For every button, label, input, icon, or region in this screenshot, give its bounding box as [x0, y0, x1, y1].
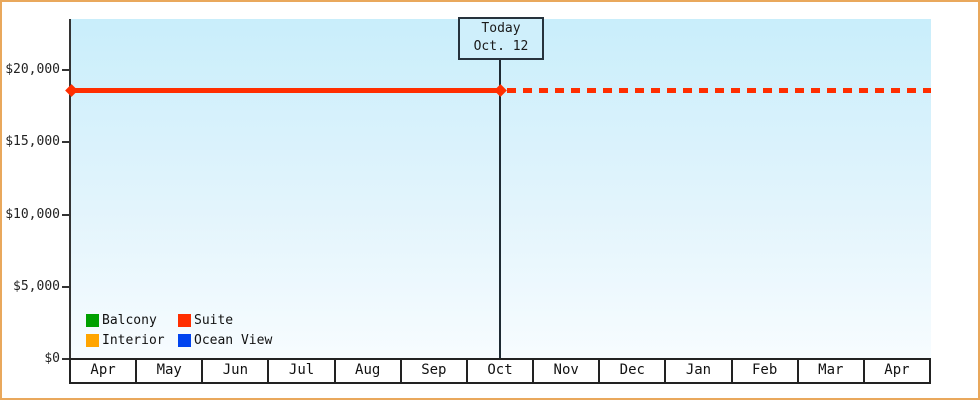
x-axis-month-aug: Aug	[333, 360, 400, 382]
legend-item-ocean-view: Ocean View	[178, 330, 272, 350]
x-axis-month-dec: Dec	[598, 360, 664, 382]
today-annotation-box: Today Oct. 12	[458, 17, 544, 60]
y-axis-tick-label: $5,000	[13, 278, 60, 294]
x-axis-month-jan: Jan	[664, 360, 730, 382]
legend-label: Suite	[194, 312, 234, 328]
legend-swatch-balcony	[86, 313, 99, 327]
legend-swatch-interior	[86, 333, 99, 347]
y-axis-tick-mark	[62, 213, 70, 216]
today-date: Oct. 12	[473, 39, 529, 54]
legend-label: Interior	[102, 332, 165, 348]
legend-swatch-ocean-view	[178, 333, 191, 347]
x-axis-month-nov: Nov	[532, 360, 598, 382]
y-axis-tick-label: $0	[44, 351, 60, 366]
y-axis-tick-mark	[62, 285, 70, 288]
legend-label: Ocean View	[194, 332, 273, 348]
x-axis-month-sep: Sep	[399, 360, 466, 382]
y-axis-tick-mark	[62, 358, 70, 360]
x-axis-month-apr: Apr	[90, 362, 116, 378]
y-axis-tick-label: $20,000	[5, 62, 60, 77]
suite-projection-line	[507, 87, 931, 93]
plot-area	[71, 19, 931, 358]
y-axis-tick-mark	[62, 69, 70, 71]
x-axis-month-row: Apr May Jun Jul Aug Sep Oct Nov Dec Jan Feb Mar Apr	[69, 358, 931, 384]
y-axis-tick-label: $15,000	[5, 134, 60, 150]
today-vertical-line	[499, 58, 501, 358]
x-axis-month-jun: Jun	[201, 360, 267, 382]
x-axis-month-may: May	[135, 360, 201, 382]
x-axis-month-feb: Feb	[730, 360, 797, 382]
x-axis-month-oct: Oct	[465, 360, 532, 382]
y-axis-line	[69, 19, 71, 362]
x-axis-month-jul: Jul	[267, 360, 333, 382]
today-label: Today	[481, 21, 521, 36]
x-axis-month-apr: Apr	[862, 360, 929, 382]
suite-price-line	[71, 87, 500, 93]
legend-label: Balcony	[102, 312, 157, 328]
legend: Balcony Suite Interior Ocean View	[86, 310, 272, 350]
legend-item-interior: Interior	[86, 330, 178, 350]
y-axis-tick-mark	[62, 141, 70, 144]
y-axis-tick-label: $10,000	[5, 206, 60, 222]
x-axis-month-mar: Mar	[796, 360, 863, 382]
legend-item-balcony: Balcony	[86, 310, 178, 330]
legend-item-suite: Suite	[178, 310, 272, 330]
legend-swatch-suite	[178, 313, 191, 327]
